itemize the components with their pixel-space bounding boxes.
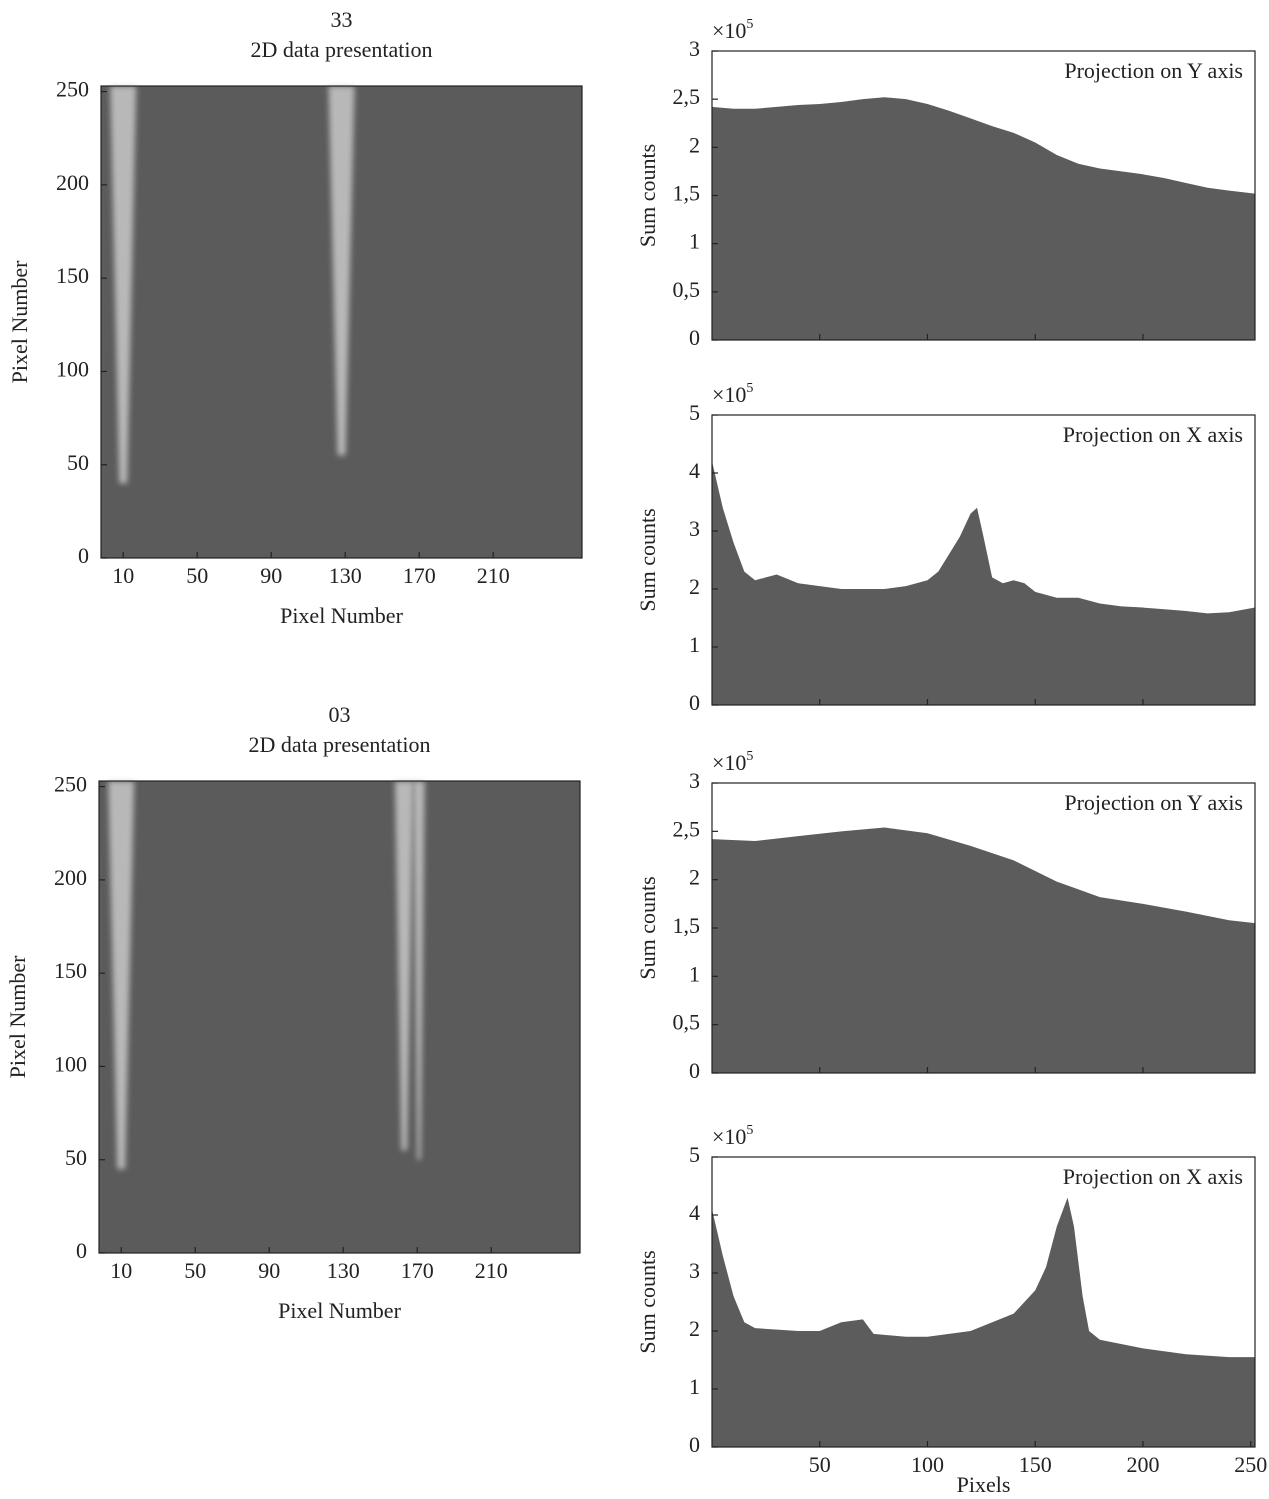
y-multiplier: ×105 [712, 749, 753, 775]
plot-frame [711, 414, 1256, 706]
x-tick-label: 200 [1126, 1452, 1159, 1477]
annotation: Projection on Y axis [1064, 790, 1243, 815]
y-tick-label: 3 [689, 1258, 700, 1283]
y-axis-label: Pixel Number [7, 260, 32, 383]
annotation: Projection on Y axis [1064, 58, 1243, 83]
plot-frame [711, 1156, 1256, 1448]
image-background [99, 781, 580, 1253]
bright-band [108, 781, 135, 1170]
y-tick-label: 2,5 [673, 84, 701, 109]
y-tick-label: 1 [689, 1374, 700, 1399]
y-tick-label: 1 [689, 229, 700, 254]
multiplier-base: ×10 [712, 382, 746, 407]
chart-title: 03 [329, 702, 351, 727]
x-tick-label: 210 [477, 563, 510, 588]
x-tick-label: 10 [110, 1258, 132, 1283]
y-tick-label: 2,5 [673, 816, 701, 841]
chart-title: 33 [331, 7, 353, 32]
y-tick-label: 5 [689, 400, 700, 425]
y-axis-label: Sum counts [635, 876, 660, 979]
y-tick-label: 200 [54, 865, 87, 890]
y-tick-label: 150 [56, 263, 89, 288]
y-tick-label: 4 [689, 1200, 700, 1225]
y-axis-label: Pixel Number [5, 955, 30, 1078]
y-tick-label: 2 [689, 865, 700, 890]
plot-frame [100, 85, 583, 559]
y-tick-label: 50 [65, 1145, 87, 1170]
y-tick-label: 100 [54, 1051, 87, 1076]
multiplier-base: ×10 [712, 750, 746, 775]
y-tick-label: 0 [689, 690, 700, 715]
y-tick-label: 2 [689, 1316, 700, 1341]
y-tick-label: 0 [689, 1058, 700, 1083]
y-tick-label: 0 [78, 543, 89, 568]
x-tick-label: 100 [911, 1452, 944, 1477]
y-tick-label: 0 [76, 1238, 87, 1263]
y-tick-label: 0,5 [673, 277, 701, 302]
y-tick-label: 150 [54, 958, 87, 983]
x-tick-label: 130 [327, 1258, 360, 1283]
y-axis-label: Sum counts [635, 508, 660, 611]
annotation: Projection on X axis [1063, 1164, 1243, 1189]
y-tick-label: 0 [689, 325, 700, 350]
bright-band [395, 781, 414, 1151]
x-tick-label: 250 [1234, 1452, 1267, 1477]
y-multiplier: ×105 [712, 17, 753, 43]
multiplier-exponent: 5 [746, 1123, 753, 1138]
y-axis-label: Sum counts [635, 144, 660, 247]
y-tick-label: 200 [56, 170, 89, 195]
y-tick-label: 2 [689, 574, 700, 599]
multiplier-exponent: 5 [746, 749, 753, 764]
chart-subtitle: 2D data presentation [248, 732, 430, 757]
plot-frame [98, 780, 581, 1254]
chart-subtitle: 2D data presentation [250, 37, 432, 62]
area [712, 827, 1255, 1073]
area [712, 461, 1255, 705]
x-axis-label: Pixels [957, 1472, 1011, 1497]
y-tick-label: 2 [689, 132, 700, 157]
y-tick-label: 1,5 [673, 913, 701, 938]
x-axis-label: Pixel Number [280, 603, 403, 628]
x-tick-label: 50 [186, 563, 208, 588]
y-tick-label: 3 [689, 516, 700, 541]
y-tick-label: 250 [54, 772, 87, 797]
x-tick-label: 50 [184, 1258, 206, 1283]
y-tick-label: 50 [67, 450, 89, 475]
x-tick-label: 210 [475, 1258, 508, 1283]
y-tick-label: 1,5 [673, 181, 701, 206]
x-tick-label: 130 [329, 563, 362, 588]
bright-band [328, 86, 355, 456]
x-tick-label: 50 [809, 1452, 831, 1477]
y-tick-label: 100 [56, 356, 89, 381]
y-multiplier: ×105 [712, 381, 753, 407]
y-tick-label: 0,5 [673, 1010, 701, 1035]
bright-band [413, 781, 425, 1160]
x-axis-label: Pixel Number [278, 1298, 401, 1323]
area [712, 1197, 1255, 1447]
annotation: Projection on X axis [1063, 422, 1243, 447]
x-tick-label: 90 [260, 563, 282, 588]
area [712, 97, 1255, 341]
multiplier-base: ×10 [712, 18, 746, 43]
y-tick-label: 250 [56, 77, 89, 102]
y-multiplier: ×105 [712, 1123, 753, 1149]
multiplier-base: ×10 [712, 1124, 746, 1149]
x-tick-label: 10 [112, 563, 134, 588]
x-tick-label: 90 [258, 1258, 280, 1283]
x-tick-label: 170 [403, 563, 436, 588]
bright-band [110, 86, 137, 484]
y-tick-label: 3 [689, 36, 700, 61]
y-tick-label: 4 [689, 458, 700, 483]
y-axis-label: Sum counts [635, 1250, 660, 1353]
y-tick-label: 0 [689, 1432, 700, 1457]
y-tick-label: 1 [689, 961, 700, 986]
x-tick-label: 170 [401, 1258, 434, 1283]
y-tick-label: 5 [689, 1142, 700, 1167]
multiplier-exponent: 5 [746, 381, 753, 396]
y-tick-label: 1 [689, 632, 700, 657]
multiplier-exponent: 5 [746, 17, 753, 32]
y-tick-label: 3 [689, 768, 700, 793]
x-tick-label: 150 [1019, 1452, 1052, 1477]
